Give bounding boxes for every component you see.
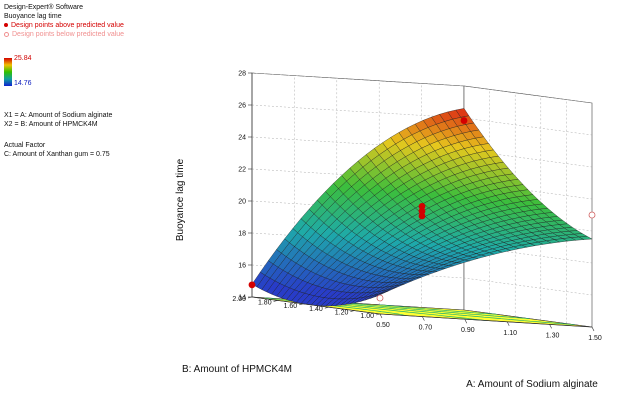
x-tick-mark bbox=[422, 316, 425, 321]
x-tick-label: 1.50 bbox=[588, 335, 602, 342]
design-point bbox=[460, 117, 468, 124]
x-tick-mark bbox=[506, 321, 510, 326]
response-surface bbox=[251, 108, 593, 307]
x-tick-label: 0.70 bbox=[419, 325, 433, 332]
actual-factor-title: Actual Factor bbox=[4, 142, 46, 149]
y-tick-mark bbox=[273, 300, 278, 302]
design-point bbox=[248, 281, 256, 289]
z-tick-label: 20 bbox=[238, 199, 246, 206]
x-tick-mark bbox=[549, 324, 552, 329]
z-tick-label: 28 bbox=[238, 71, 246, 78]
y-tick-mark bbox=[299, 303, 304, 306]
x-axis-title: A: Amount of Sodium alginate bbox=[466, 379, 598, 390]
design-point bbox=[418, 212, 426, 220]
wall-grid-z bbox=[251, 72, 593, 104]
x-tick-label: 0.50 bbox=[376, 322, 390, 329]
z-tick-label: 24 bbox=[238, 135, 246, 142]
factor-x2: X2 = B: Amount of HPMCK4M bbox=[4, 121, 98, 128]
y-tick-label: 1.80 bbox=[258, 299, 272, 306]
legend-above: Design points above predicted value bbox=[4, 21, 124, 30]
x-tick-label: 1.30 bbox=[546, 332, 560, 339]
color-scale-low: 14.76 bbox=[14, 80, 32, 87]
y-tick-label: 1.60 bbox=[284, 303, 298, 310]
legend-below: Design points below predicted value bbox=[4, 30, 124, 39]
z-tick-label: 16 bbox=[238, 263, 246, 270]
x-tick-label: 0.90 bbox=[461, 327, 475, 334]
actual-factor-value: C: Amount of Xanthan gum = 0.75 bbox=[4, 151, 110, 158]
design-point bbox=[376, 294, 384, 302]
z-tick-label: 26 bbox=[238, 103, 246, 110]
color-scale-high: 25.84 bbox=[14, 55, 32, 62]
y-tick-mark bbox=[324, 306, 329, 309]
y-tick-mark bbox=[247, 296, 253, 299]
software-name: Design-Expert® Software bbox=[4, 4, 84, 11]
axis-edge bbox=[379, 313, 593, 328]
y-tick-label: 1.00 bbox=[360, 313, 374, 320]
y-tick-mark bbox=[375, 313, 381, 316]
dot-below-icon bbox=[4, 31, 9, 37]
response-name: Buoyance lag time bbox=[4, 13, 62, 20]
x-tick-label: 1.10 bbox=[503, 330, 517, 337]
y-tick-label: 2.00 bbox=[232, 296, 246, 303]
y-tick-mark bbox=[350, 310, 355, 312]
color-scale-bar bbox=[4, 58, 12, 86]
x-tick-mark bbox=[591, 326, 595, 332]
plot-info-panel: Design-Expert® Software Buoyance lag tim… bbox=[4, 3, 124, 159]
axis-edge bbox=[251, 296, 381, 315]
y-tick-label: 1.40 bbox=[309, 306, 323, 313]
wall-grid-z bbox=[251, 264, 593, 296]
legend-below-label: Design points below predicted value bbox=[12, 31, 125, 38]
factor-x1: X1 = A: Amount of Sodium alginate bbox=[4, 112, 113, 119]
dot-above-icon bbox=[4, 23, 8, 28]
z-tick-label: 18 bbox=[238, 231, 246, 238]
design-point bbox=[588, 211, 596, 219]
y-axis-title: B: Amount of HPMCK4M bbox=[182, 364, 292, 375]
z-tick-label: 22 bbox=[238, 167, 246, 174]
x-tick-mark bbox=[379, 313, 383, 319]
floor-contour bbox=[379, 304, 498, 315]
y-tick-label: 1.20 bbox=[335, 310, 349, 317]
z-tick-label: 14 bbox=[238, 295, 246, 302]
legend-above-label: Design points above predicted value bbox=[11, 22, 124, 29]
x-tick-mark bbox=[464, 319, 468, 324]
z-axis-title: Buoyance lag time bbox=[175, 158, 186, 241]
